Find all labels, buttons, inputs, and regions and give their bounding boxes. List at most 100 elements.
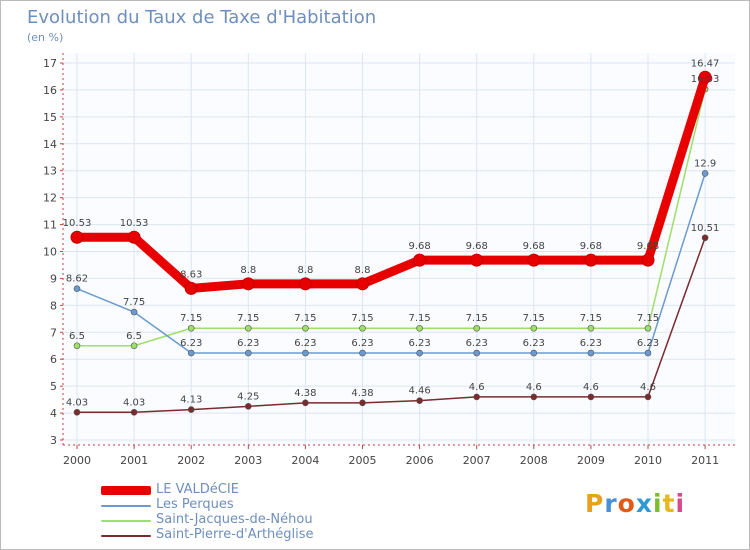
data-point[interactable] xyxy=(187,324,195,332)
data-point[interactable] xyxy=(130,308,138,316)
data-point[interactable] xyxy=(641,253,655,267)
data-label: 16.47 xyxy=(691,58,720,69)
legend-label: Saint-Jacques-de-Néhou xyxy=(156,512,313,527)
series-line[interactable] xyxy=(76,88,706,347)
logo-letter: o xyxy=(617,489,636,518)
data-point[interactable] xyxy=(473,324,481,332)
x-tick-label: 2011 xyxy=(691,454,719,467)
data-label: 6.23 xyxy=(237,338,259,349)
data-label: 8.8 xyxy=(240,265,256,276)
data-point[interactable] xyxy=(473,349,481,357)
series-line[interactable] xyxy=(72,72,710,293)
data-label: 4.6 xyxy=(526,382,542,393)
data-point[interactable] xyxy=(184,281,198,295)
data-label: 9.68 xyxy=(466,241,488,252)
data-label: 7.15 xyxy=(180,313,202,324)
series-line[interactable] xyxy=(76,172,706,354)
data-label: 16.03 xyxy=(691,74,720,85)
x-tick-label: 2009 xyxy=(577,454,605,467)
data-point[interactable] xyxy=(644,349,652,357)
data-point[interactable] xyxy=(470,253,484,267)
logo-letter: i xyxy=(675,489,686,518)
data-label: 8.62 xyxy=(66,274,88,285)
data-point[interactable] xyxy=(70,230,84,244)
data-point[interactable] xyxy=(701,234,709,242)
proxiti-logo[interactable]: Proxiti xyxy=(585,489,685,518)
data-point[interactable] xyxy=(73,408,81,416)
data-label: 7.15 xyxy=(637,313,659,324)
data-point[interactable] xyxy=(530,393,538,401)
data-label: 8.8 xyxy=(297,265,313,276)
data-label: 6.23 xyxy=(466,338,488,349)
data-point[interactable] xyxy=(701,170,709,177)
data-labels: 10.53 10.53 8.63 8.8 8.8 8.8 9.68 9.68 9.68 9.68 9… xyxy=(63,58,720,408)
legend-swatch xyxy=(101,520,151,522)
data-point[interactable] xyxy=(584,253,598,267)
data-label: 7.15 xyxy=(466,313,488,324)
data-point[interactable] xyxy=(416,397,423,404)
data-point[interactable] xyxy=(245,324,252,332)
y-tick-label: 15 xyxy=(43,111,57,124)
x-tick-label: 2002 xyxy=(177,454,205,467)
legend-swatch xyxy=(101,535,151,537)
data-point[interactable] xyxy=(587,393,595,401)
data-point[interactable] xyxy=(241,277,255,291)
data-point[interactable] xyxy=(187,349,195,357)
data-point[interactable] xyxy=(130,342,138,350)
data-label: 12.9 xyxy=(694,158,716,169)
logo-letter: r xyxy=(604,489,618,518)
data-point[interactable] xyxy=(302,399,309,407)
data-label: 6.23 xyxy=(351,338,373,349)
legend-label: Les Perques xyxy=(156,497,234,512)
data-label: 6.23 xyxy=(294,338,316,349)
data-point[interactable] xyxy=(644,324,652,332)
logo-letter: t xyxy=(662,489,676,518)
data-point[interactable] xyxy=(359,349,366,357)
data-point[interactable] xyxy=(359,399,366,407)
data-point[interactable] xyxy=(298,277,312,291)
data-point[interactable] xyxy=(530,349,538,357)
data-label: 4.25 xyxy=(237,391,259,402)
data-point[interactable] xyxy=(587,324,595,332)
data-point[interactable] xyxy=(587,349,595,357)
y-tick-label: 8 xyxy=(50,299,57,312)
data-point[interactable] xyxy=(416,349,423,357)
data-point[interactable] xyxy=(416,324,423,332)
data-label: 7.15 xyxy=(237,313,259,324)
data-label: 6.23 xyxy=(180,338,202,349)
legend-label: LE VALDéCIE xyxy=(156,482,239,497)
data-point[interactable] xyxy=(356,277,369,291)
data-label: 10.53 xyxy=(63,218,92,229)
y-tick-label: 6 xyxy=(50,353,57,366)
data-label: 7.15 xyxy=(523,313,545,324)
data-point[interactable] xyxy=(245,403,252,410)
data-point[interactable] xyxy=(187,406,195,413)
data-label: 7.75 xyxy=(123,297,145,308)
data-point[interactable] xyxy=(359,324,366,332)
data-point[interactable] xyxy=(130,408,138,416)
logo-letter: i xyxy=(653,489,663,518)
data-label: 10.53 xyxy=(120,218,149,229)
data-label: 6.23 xyxy=(408,338,430,349)
data-point[interactable] xyxy=(698,70,712,84)
data-point[interactable] xyxy=(527,253,541,267)
data-point[interactable] xyxy=(73,342,81,350)
data-point[interactable] xyxy=(73,285,81,292)
data-label: 9.68 xyxy=(637,241,659,252)
data-point[interactable] xyxy=(245,349,252,357)
legend-swatch xyxy=(101,505,151,507)
data-point[interactable] xyxy=(302,349,309,357)
x-tick-label: 2006 xyxy=(406,454,434,467)
data-label: 4.38 xyxy=(294,388,316,399)
data-point[interactable] xyxy=(473,393,481,401)
data-point[interactable] xyxy=(530,324,538,332)
data-point[interactable] xyxy=(413,253,427,267)
data-point[interactable] xyxy=(644,393,652,401)
data-label: 9.68 xyxy=(580,241,602,252)
data-point[interactable] xyxy=(127,230,141,244)
data-label: 6.23 xyxy=(523,338,545,349)
series-line[interactable] xyxy=(76,237,706,414)
data-label: 4.6 xyxy=(640,382,656,393)
data-point[interactable] xyxy=(302,324,309,332)
